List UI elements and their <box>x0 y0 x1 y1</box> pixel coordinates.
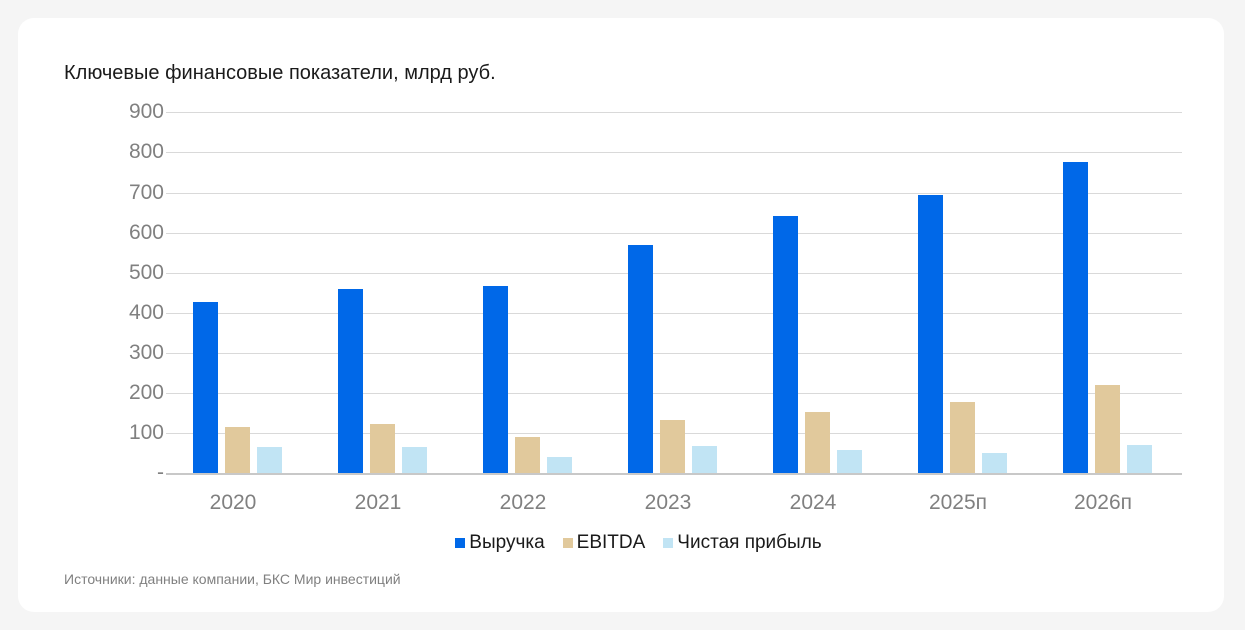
legend-item: Чистая прибыль <box>663 532 822 554</box>
bar-revenue <box>483 285 508 474</box>
legend-swatch-icon <box>455 538 466 548</box>
x-tick-label: 2026п <box>1073 491 1133 514</box>
x-tick-label: 2023 <box>644 491 692 514</box>
y-tick-label: 400 <box>128 301 164 324</box>
legend-label: Выручка <box>469 532 545 553</box>
bar-ebitda <box>225 426 250 474</box>
bar-net-income <box>837 450 862 474</box>
bar-net-income <box>982 452 1007 474</box>
x-tick-label: 2024 <box>789 491 837 514</box>
x-tick-label: 2025п <box>928 491 988 514</box>
chart-title: Ключевые финансовые показатели, млрд руб… <box>64 62 496 84</box>
bar-revenue <box>628 245 653 474</box>
source-note: Источники: данные компании, БКС Мир инве… <box>64 571 401 587</box>
y-tick-label: 300 <box>128 341 164 364</box>
gridline <box>166 233 1182 234</box>
legend-item: Выручка <box>455 532 545 554</box>
gridline <box>166 353 1182 354</box>
bar-ebitda <box>950 401 975 474</box>
bar-ebitda <box>805 412 830 474</box>
bar-revenue <box>918 194 943 474</box>
bar-revenue <box>338 289 363 474</box>
gridline <box>166 112 1182 113</box>
legend-label: Чистая прибыль <box>677 532 822 553</box>
legend-swatch-icon <box>663 538 674 548</box>
bar-net-income <box>547 456 572 474</box>
gridline <box>166 193 1182 194</box>
y-tick-label: 100 <box>128 421 164 444</box>
bar-ebitda <box>370 424 395 474</box>
gridline <box>166 393 1182 394</box>
y-tick-label: 500 <box>128 261 164 284</box>
y-tick-label: 600 <box>128 221 164 244</box>
bar-ebitda <box>1095 385 1120 474</box>
bar-ebitda <box>515 436 540 474</box>
legend: Выручка EBITDA Чистая прибыль <box>0 532 1245 554</box>
y-tick-label: 800 <box>128 140 164 163</box>
chart-card <box>18 18 1224 612</box>
y-tick-label: 200 <box>128 381 164 404</box>
bar-net-income <box>402 447 427 474</box>
bar-revenue <box>193 302 218 474</box>
legend-item: EBITDA <box>562 532 646 554</box>
bar-net-income <box>1127 444 1152 474</box>
bar-net-income <box>257 447 282 474</box>
x-tick-label: 2020 <box>209 491 257 514</box>
bar-ebitda <box>660 420 685 474</box>
x-tick-label: 2022 <box>499 491 547 514</box>
gridline <box>166 313 1182 314</box>
legend-swatch-icon <box>562 538 573 548</box>
gridline <box>166 152 1182 153</box>
bar-net-income <box>692 446 717 474</box>
bar-revenue <box>773 215 798 474</box>
gridline <box>166 273 1182 274</box>
y-tick-label: 700 <box>128 181 164 204</box>
bar-revenue <box>1063 162 1088 474</box>
x-axis-line <box>166 473 1182 475</box>
y-tick-label: 900 <box>128 100 164 123</box>
x-tick-label: 2021 <box>354 491 402 514</box>
y-tick-label: - <box>157 461 164 484</box>
legend-label: EBITDA <box>576 532 646 553</box>
